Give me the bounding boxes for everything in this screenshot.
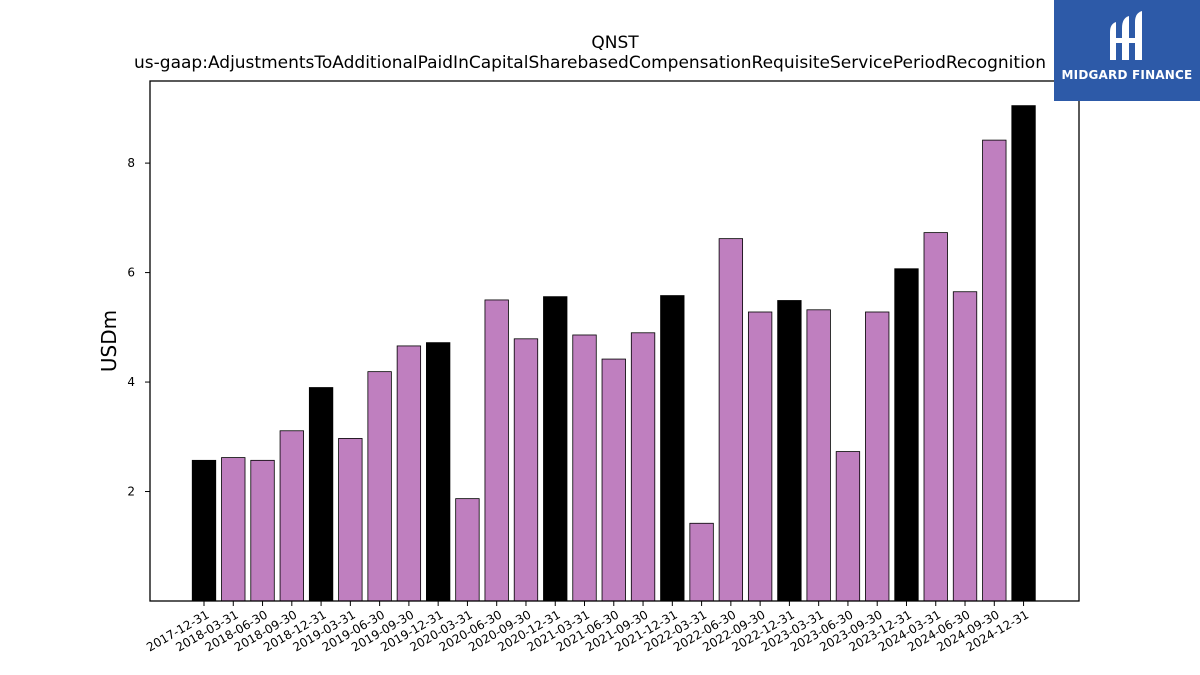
bar-2018-06-30 [250, 459, 275, 602]
logo-text: MIDGARD FINANCE [1061, 68, 1193, 82]
bar-2024-06-30 [952, 291, 978, 602]
chart-title: QNST [591, 33, 639, 53]
bar-2023-09-30 [865, 311, 890, 602]
bar-2021-09-30 [630, 332, 656, 602]
bar-2018-03-31 [221, 457, 246, 602]
logo-mark-icon [1054, 10, 1200, 70]
brand-logo: MIDGARD FINANCE [1054, 0, 1200, 101]
y-tick-label: 2 [127, 485, 135, 499]
bar-2021-06-30 [601, 358, 626, 602]
bar-2020-09-30 [513, 338, 539, 602]
y-tick-label: 8 [127, 156, 135, 170]
bar-2022-06-30 [718, 238, 744, 602]
chart-subtitle: us-gaap:AdjustmentsToAdditionalPaidInCap… [134, 53, 1046, 73]
bar-2024-09-30 [982, 139, 1007, 602]
x-axis: 2017-12-312018-03-312018-06-302018-09-30… [144, 601, 1031, 654]
y-tick-label: 6 [127, 266, 135, 280]
bar-2024-12-31 [1011, 105, 1036, 602]
bar-2022-03-31 [689, 522, 714, 602]
bar-2023-03-31 [806, 309, 831, 602]
bar-2024-03-31 [923, 232, 948, 602]
y-axis-label: USDm [97, 310, 121, 372]
bar-2019-06-30 [367, 371, 392, 602]
bar-2022-12-31 [777, 300, 802, 602]
bar-2019-12-31 [426, 342, 451, 602]
bar-2018-12-31 [308, 387, 334, 602]
bar-2020-12-31 [543, 296, 568, 602]
bar-2021-03-31 [572, 334, 597, 602]
bar-2020-03-31 [455, 498, 480, 602]
bar-2018-09-30 [279, 430, 304, 602]
bar-2023-06-30 [835, 451, 861, 602]
bar-2022-09-30 [747, 311, 773, 602]
bar-2019-09-30 [396, 345, 422, 602]
bars-group [191, 105, 1036, 602]
y-axis: 2 4 6 8 [127, 156, 150, 499]
y-tick-label: 4 [127, 375, 135, 389]
bar-2017-12-31 [191, 459, 217, 602]
plot-frame [149, 80, 1080, 602]
bar-2019-03-31 [338, 438, 363, 602]
bar-2021-12-31 [660, 295, 685, 602]
bar-2020-06-30 [484, 299, 509, 602]
bar-2023-12-31 [894, 268, 919, 602]
